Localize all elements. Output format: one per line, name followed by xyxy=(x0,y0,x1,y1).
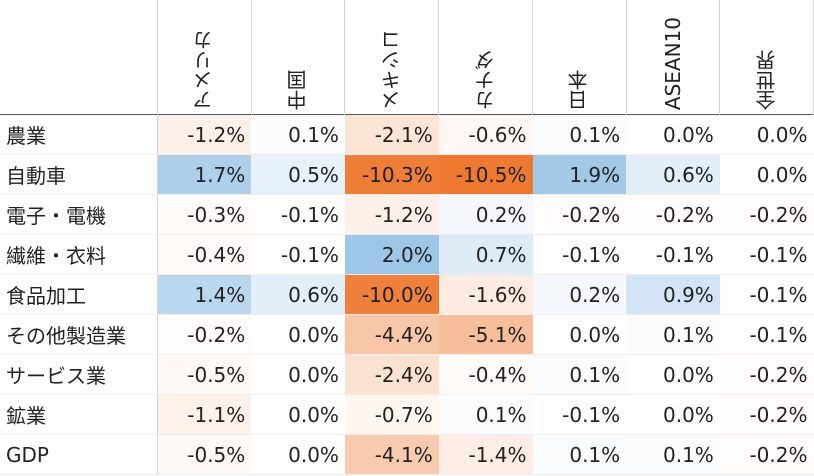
column-header: アメリカ xyxy=(157,0,252,115)
column-header: 日本 xyxy=(532,0,627,115)
heatmap-cell: -2.1% xyxy=(344,114,439,155)
heatmap-cell: -0.1% xyxy=(719,234,814,275)
heatmap-cell: 1.7% xyxy=(157,154,252,195)
table-row: GDP -0.5% 0.0% -4.1% -1.4% 0.1% 0.1% -0.2% xyxy=(0,434,814,475)
heatmap-cell: -0.1% xyxy=(251,234,345,275)
heatmap-cell: -0.2% xyxy=(626,194,720,235)
heatmap-cell: 0.1% xyxy=(438,394,533,435)
column-label: 中国 xyxy=(286,70,311,110)
heatmap-cell: 0.0% xyxy=(251,314,345,355)
row-label: GDP xyxy=(0,434,159,475)
heatmap-cell: -0.5% xyxy=(157,354,252,395)
heatmap-cell: -0.2% xyxy=(719,354,814,395)
heatmap-cell: 0.1% xyxy=(626,434,720,475)
column-label: ASEAN10 xyxy=(660,16,685,110)
heatmap-cell: -0.3% xyxy=(157,194,252,235)
column-header: 中国 xyxy=(251,0,346,115)
heatmap-cell: -0.2% xyxy=(719,194,814,235)
heatmap-cell: -0.7% xyxy=(344,394,439,435)
heatmap-cell: -4.4% xyxy=(344,314,439,355)
table-row: 農業 -1.2% 0.1% -2.1% -0.6% 0.1% 0.0% 0.0% xyxy=(0,114,814,155)
column-header: 全世界 xyxy=(719,0,814,115)
heatmap-cell: -0.2% xyxy=(719,394,814,435)
heatmap-cell: -0.1% xyxy=(626,234,720,275)
column-header: ASEAN10 xyxy=(626,0,721,115)
heatmap-cell: -0.1% xyxy=(719,274,814,315)
table-row: 鉱業 -1.1% 0.0% -0.7% 0.1% -0.1% 0.0% -0.2% xyxy=(0,394,814,435)
row-label: 農業 xyxy=(0,114,159,155)
column-label: 日本 xyxy=(567,70,592,110)
column-header: カナダ xyxy=(438,0,534,115)
heatmap-cell: 0.6% xyxy=(251,274,345,315)
header-row: アメリカ中国 メキシコ カナダ 日本 ASEAN10 全世界 xyxy=(0,0,814,115)
heatmap-cell: 0.0% xyxy=(251,354,345,395)
row-label: その他製造業 xyxy=(0,314,159,355)
heatmap-cell: -10.3% xyxy=(344,154,439,195)
table-row: その他製造業 -0.2% 0.0% -4.4% -5.1% 0.0% 0.1% -0.1% xyxy=(0,314,814,355)
column-label: 全世界 xyxy=(754,50,779,110)
heatmap-cell: -1.2% xyxy=(157,114,252,155)
heatmap-cell: -0.1% xyxy=(251,194,345,235)
heatmap-cell: 0.6% xyxy=(626,154,720,195)
heatmap-cell: -0.1% xyxy=(719,314,814,355)
heatmap-cell: -1.6% xyxy=(438,274,533,315)
heatmap-cell: -0.6% xyxy=(438,114,533,155)
heatmap-cell: 0.1% xyxy=(532,114,627,155)
heatmap-cell: 0.0% xyxy=(719,114,814,155)
row-label: サービス業 xyxy=(0,354,159,395)
heatmap-cell: -1.2% xyxy=(344,194,439,235)
heatmap-cell: -10.5% xyxy=(438,154,533,195)
heatmap-cell: 1.4% xyxy=(157,274,252,315)
heatmap-cell: -0.5% xyxy=(157,434,252,475)
row-label: 繊維・衣料 xyxy=(0,234,159,275)
heatmap-cell: -10.0% xyxy=(344,274,439,315)
heatmap-cell: 0.1% xyxy=(626,314,720,355)
table-row: 繊維・衣料 -0.4% -0.1% 2.0% 0.7% -0.1% -0.1% -0.1% xyxy=(0,234,814,275)
column-label: アメリカ xyxy=(192,30,217,110)
heatmap-cell: 0.2% xyxy=(532,274,627,315)
heatmap-cell: 1.9% xyxy=(532,154,627,195)
heatmap-cell: -0.2% xyxy=(532,194,627,235)
heatmap-cell: -0.4% xyxy=(157,234,252,275)
heatmap-cell: -2.4% xyxy=(344,354,439,395)
row-label: 自動車 xyxy=(0,154,159,195)
heatmap-cell: 0.0% xyxy=(251,434,345,475)
row-label: 電子・電機 xyxy=(0,194,159,235)
heatmap-cell: 2.0% xyxy=(344,234,439,275)
heatmap-cell: 0.1% xyxy=(251,114,345,155)
table-row: 自動車 1.7% 0.5% -10.3% -10.5% 1.9% 0.6% 0.0% xyxy=(0,154,814,195)
table-row: サービス業 -0.5% 0.0% -2.4% -0.4% 0.1% 0.0% -0.2% xyxy=(0,354,814,395)
heatmap-cell: 0.0% xyxy=(626,114,720,155)
heatmap-cell: 0.9% xyxy=(626,274,720,315)
heatmap-cell: 0.1% xyxy=(532,354,627,395)
heatmap-cell: 0.0% xyxy=(626,354,720,395)
column-label: カナダ xyxy=(473,50,498,110)
heatmap-cell: -0.1% xyxy=(532,234,627,275)
heatmap-cell: -4.1% xyxy=(344,434,439,475)
heatmap-cell: 0.0% xyxy=(532,314,627,355)
row-label: 食品加工 xyxy=(0,274,159,315)
heatmap-cell: -1.4% xyxy=(438,434,533,475)
corner-cell xyxy=(0,0,159,115)
heatmap-cell: -5.1% xyxy=(438,314,533,355)
heatmap-cell: -0.4% xyxy=(438,354,533,395)
heatmap-cell: -0.2% xyxy=(157,314,252,355)
row-label: 鉱業 xyxy=(0,394,159,435)
heatmap-cell: 0.1% xyxy=(532,434,627,475)
heatmap-cell: 0.0% xyxy=(719,154,814,195)
column-header: メキシコ xyxy=(344,0,440,115)
heatmap-cell: 0.0% xyxy=(626,394,720,435)
heatmap-cell: 0.5% xyxy=(251,154,345,195)
heatmap-cell: 0.7% xyxy=(438,234,533,275)
heatmap-cell: -0.1% xyxy=(532,394,627,435)
heatmap-cell: 0.0% xyxy=(251,394,345,435)
table-row: 食品加工 1.4% 0.6% -10.0% -1.6% 0.2% 0.9% -0.1% xyxy=(0,274,814,315)
heatmap-cell: -0.2% xyxy=(719,434,814,475)
heatmap-cell: 0.2% xyxy=(438,194,533,235)
column-label: メキシコ xyxy=(379,30,404,110)
table-row: 電子・電機 -0.3% -0.1% -1.2% 0.2% -0.2% -0.2% -0.2% xyxy=(0,194,814,235)
heatmap-cell: -1.1% xyxy=(157,394,252,435)
